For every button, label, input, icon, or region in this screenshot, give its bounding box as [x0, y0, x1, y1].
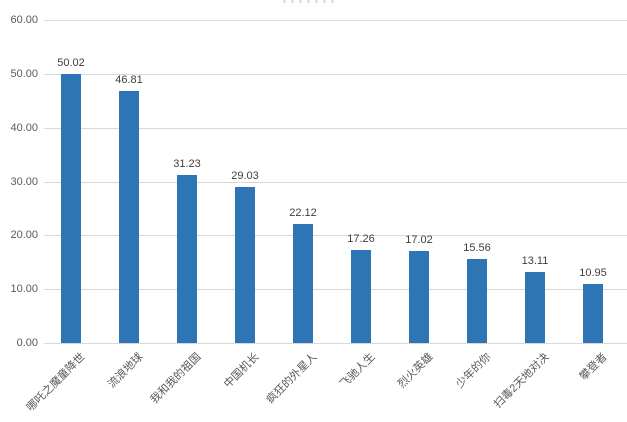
- bar-飞驰人生: [351, 250, 371, 343]
- gridline: [44, 20, 627, 21]
- data-label: 29.03: [231, 170, 259, 182]
- x-axis-category-label: 飞驰人生: [337, 351, 378, 391]
- x-axis-category-label: 少年的你: [453, 351, 494, 391]
- gridline: [44, 182, 627, 183]
- y-axis-tick-label: 40.00: [10, 122, 38, 134]
- data-label: 17.02: [405, 234, 433, 246]
- bar-流浪地球: [119, 91, 139, 343]
- bar-攀登者: [583, 284, 603, 343]
- y-axis-tick-label: 60.00: [10, 14, 38, 26]
- data-label: 22.12: [289, 207, 317, 219]
- data-label: 13.11: [521, 255, 549, 267]
- data-label: 17.26: [347, 233, 375, 245]
- gridline: [44, 343, 627, 344]
- data-label: 46.81: [115, 74, 143, 86]
- data-label: 15.56: [463, 242, 491, 254]
- bar-疯狂的外星人: [293, 224, 313, 343]
- x-axis-category-label: 疯狂的外星人: [264, 351, 320, 407]
- bar-我和我的祖国: [177, 175, 197, 343]
- x-axis-category-label: 哪吒之魔童降世: [24, 351, 88, 414]
- bar-扫毒2天地对决: [525, 272, 545, 343]
- y-axis-tick-label: 10.00: [10, 283, 38, 295]
- gridline: [44, 128, 627, 129]
- y-axis-tick-label: 30.00: [10, 176, 38, 188]
- bar-少年的你: [467, 259, 487, 343]
- y-axis-tick-label: 50.00: [10, 68, 38, 80]
- bar-哪吒之魔童降世: [61, 74, 81, 343]
- gridline: [44, 235, 627, 236]
- y-axis-tick-label: 20.00: [10, 229, 38, 241]
- y-axis-tick-label: 0.00: [16, 337, 38, 349]
- data-label: 31.23: [173, 158, 201, 170]
- x-axis-category-label: 攀登者: [577, 351, 610, 383]
- x-axis-category-label: 我和我的祖国: [148, 351, 204, 407]
- gridline: [44, 289, 627, 290]
- x-axis-category-label: 烈火英雄: [395, 351, 436, 391]
- data-label: 10.95: [579, 267, 607, 279]
- x-axis-category-label: 扫毒2天地对决: [491, 351, 552, 411]
- x-axis-category-label: 中国机长: [221, 351, 262, 391]
- bar-中国机长: [235, 187, 255, 343]
- data-label: 50.02: [57, 57, 85, 69]
- bar-烈火英雄: [409, 251, 429, 343]
- gridline: [44, 74, 627, 75]
- clipped-chart-title-artifact: [283, 0, 339, 3]
- x-axis-category-label: 流浪地球: [105, 351, 146, 391]
